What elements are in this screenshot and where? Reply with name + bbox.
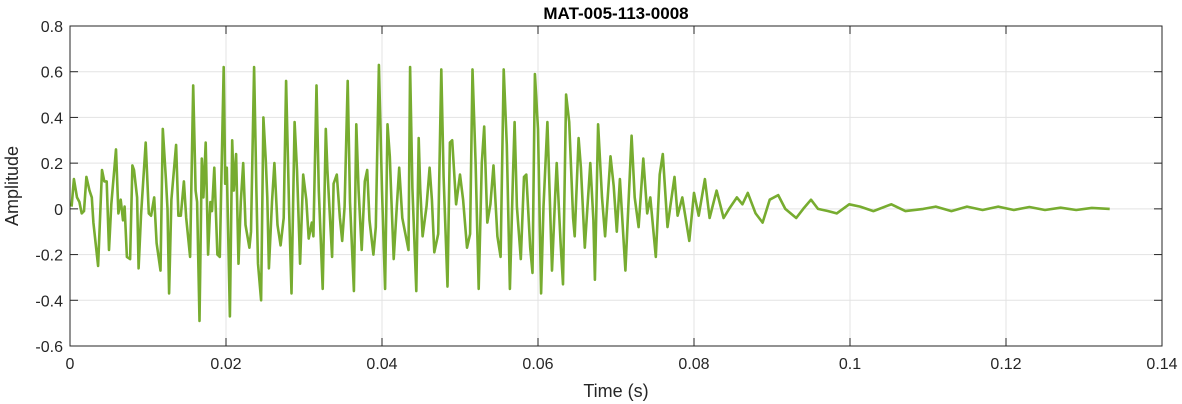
y-tick-label: -0.2 xyxy=(35,248,63,265)
series xyxy=(70,63,1110,323)
x-tick-label: 0.12 xyxy=(990,356,1021,373)
y-tick-label: 0 xyxy=(54,202,63,219)
y-tick-label: 0.4 xyxy=(41,110,63,127)
x-tick-label: 0 xyxy=(66,356,75,373)
x-tick-label: 0.06 xyxy=(522,356,553,373)
x-tick-label: 0.08 xyxy=(678,356,709,373)
chart-title: MAT-005-113-0008 xyxy=(543,4,688,23)
y-tick-label: 0.8 xyxy=(41,19,63,36)
y-tick-label: -0.4 xyxy=(35,293,63,310)
x-tick-label: 0.1 xyxy=(839,356,861,373)
y-tick-label: 0.6 xyxy=(41,65,63,82)
y-tick-label: -0.6 xyxy=(35,339,63,356)
ticks: 0 0.02 0.04 0.06 0.08 0.1 0.12 0.14 -0.6 -0.4 -0.2… xyxy=(35,19,1177,373)
x-axis-label: Time (s) xyxy=(583,381,648,401)
x-tick-label: 0.02 xyxy=(210,356,241,373)
x-tick-label: 0.14 xyxy=(1146,356,1177,373)
signal-line xyxy=(70,63,1110,323)
x-tick-label: 0.04 xyxy=(366,356,397,373)
axes-box xyxy=(69,25,1163,347)
y-axis-label: Amplitude xyxy=(2,146,22,226)
y-tick-label: 0.2 xyxy=(41,156,63,173)
